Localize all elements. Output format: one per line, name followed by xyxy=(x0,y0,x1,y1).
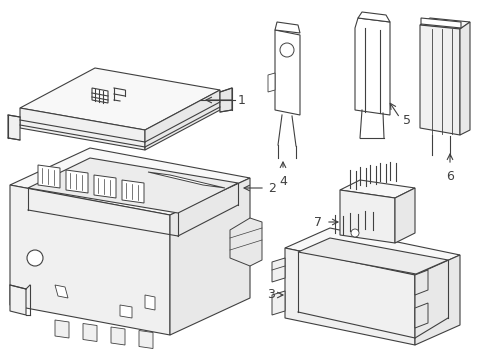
Text: 7: 7 xyxy=(314,216,322,229)
Text: 4: 4 xyxy=(279,175,287,188)
Circle shape xyxy=(351,229,359,237)
Polygon shape xyxy=(272,291,285,315)
Polygon shape xyxy=(285,248,415,345)
Polygon shape xyxy=(268,73,275,92)
Polygon shape xyxy=(298,238,448,274)
Polygon shape xyxy=(94,175,116,198)
Circle shape xyxy=(27,250,43,266)
Text: 3: 3 xyxy=(267,288,275,302)
Polygon shape xyxy=(340,190,395,243)
Polygon shape xyxy=(10,148,250,215)
Polygon shape xyxy=(460,22,470,135)
Text: 2: 2 xyxy=(268,181,276,194)
Polygon shape xyxy=(139,330,153,348)
Polygon shape xyxy=(415,270,428,295)
Text: 1: 1 xyxy=(238,94,246,107)
Polygon shape xyxy=(275,22,300,33)
Polygon shape xyxy=(148,172,225,188)
Polygon shape xyxy=(122,180,144,203)
Polygon shape xyxy=(111,327,125,345)
Polygon shape xyxy=(340,180,415,198)
Polygon shape xyxy=(28,158,238,213)
Polygon shape xyxy=(66,170,88,193)
Circle shape xyxy=(280,43,294,57)
Polygon shape xyxy=(10,185,170,335)
Polygon shape xyxy=(92,88,108,103)
Polygon shape xyxy=(420,25,460,135)
Polygon shape xyxy=(415,303,428,328)
Polygon shape xyxy=(220,88,232,112)
Polygon shape xyxy=(20,108,145,150)
Polygon shape xyxy=(38,165,60,188)
Polygon shape xyxy=(145,295,155,310)
Text: 6: 6 xyxy=(446,170,454,183)
Polygon shape xyxy=(120,305,132,318)
Polygon shape xyxy=(230,218,262,266)
Text: 5: 5 xyxy=(403,113,411,126)
Polygon shape xyxy=(83,324,97,342)
Polygon shape xyxy=(10,285,26,315)
Polygon shape xyxy=(8,115,20,140)
Polygon shape xyxy=(145,90,220,150)
Polygon shape xyxy=(272,258,285,282)
Polygon shape xyxy=(285,228,460,275)
Polygon shape xyxy=(55,320,69,338)
Polygon shape xyxy=(55,285,68,298)
Polygon shape xyxy=(275,30,300,115)
Polygon shape xyxy=(421,18,461,28)
Polygon shape xyxy=(395,188,415,243)
Polygon shape xyxy=(170,178,250,335)
Polygon shape xyxy=(415,255,460,345)
Polygon shape xyxy=(20,68,220,130)
Polygon shape xyxy=(358,12,390,22)
Polygon shape xyxy=(355,18,390,115)
Polygon shape xyxy=(420,18,470,29)
